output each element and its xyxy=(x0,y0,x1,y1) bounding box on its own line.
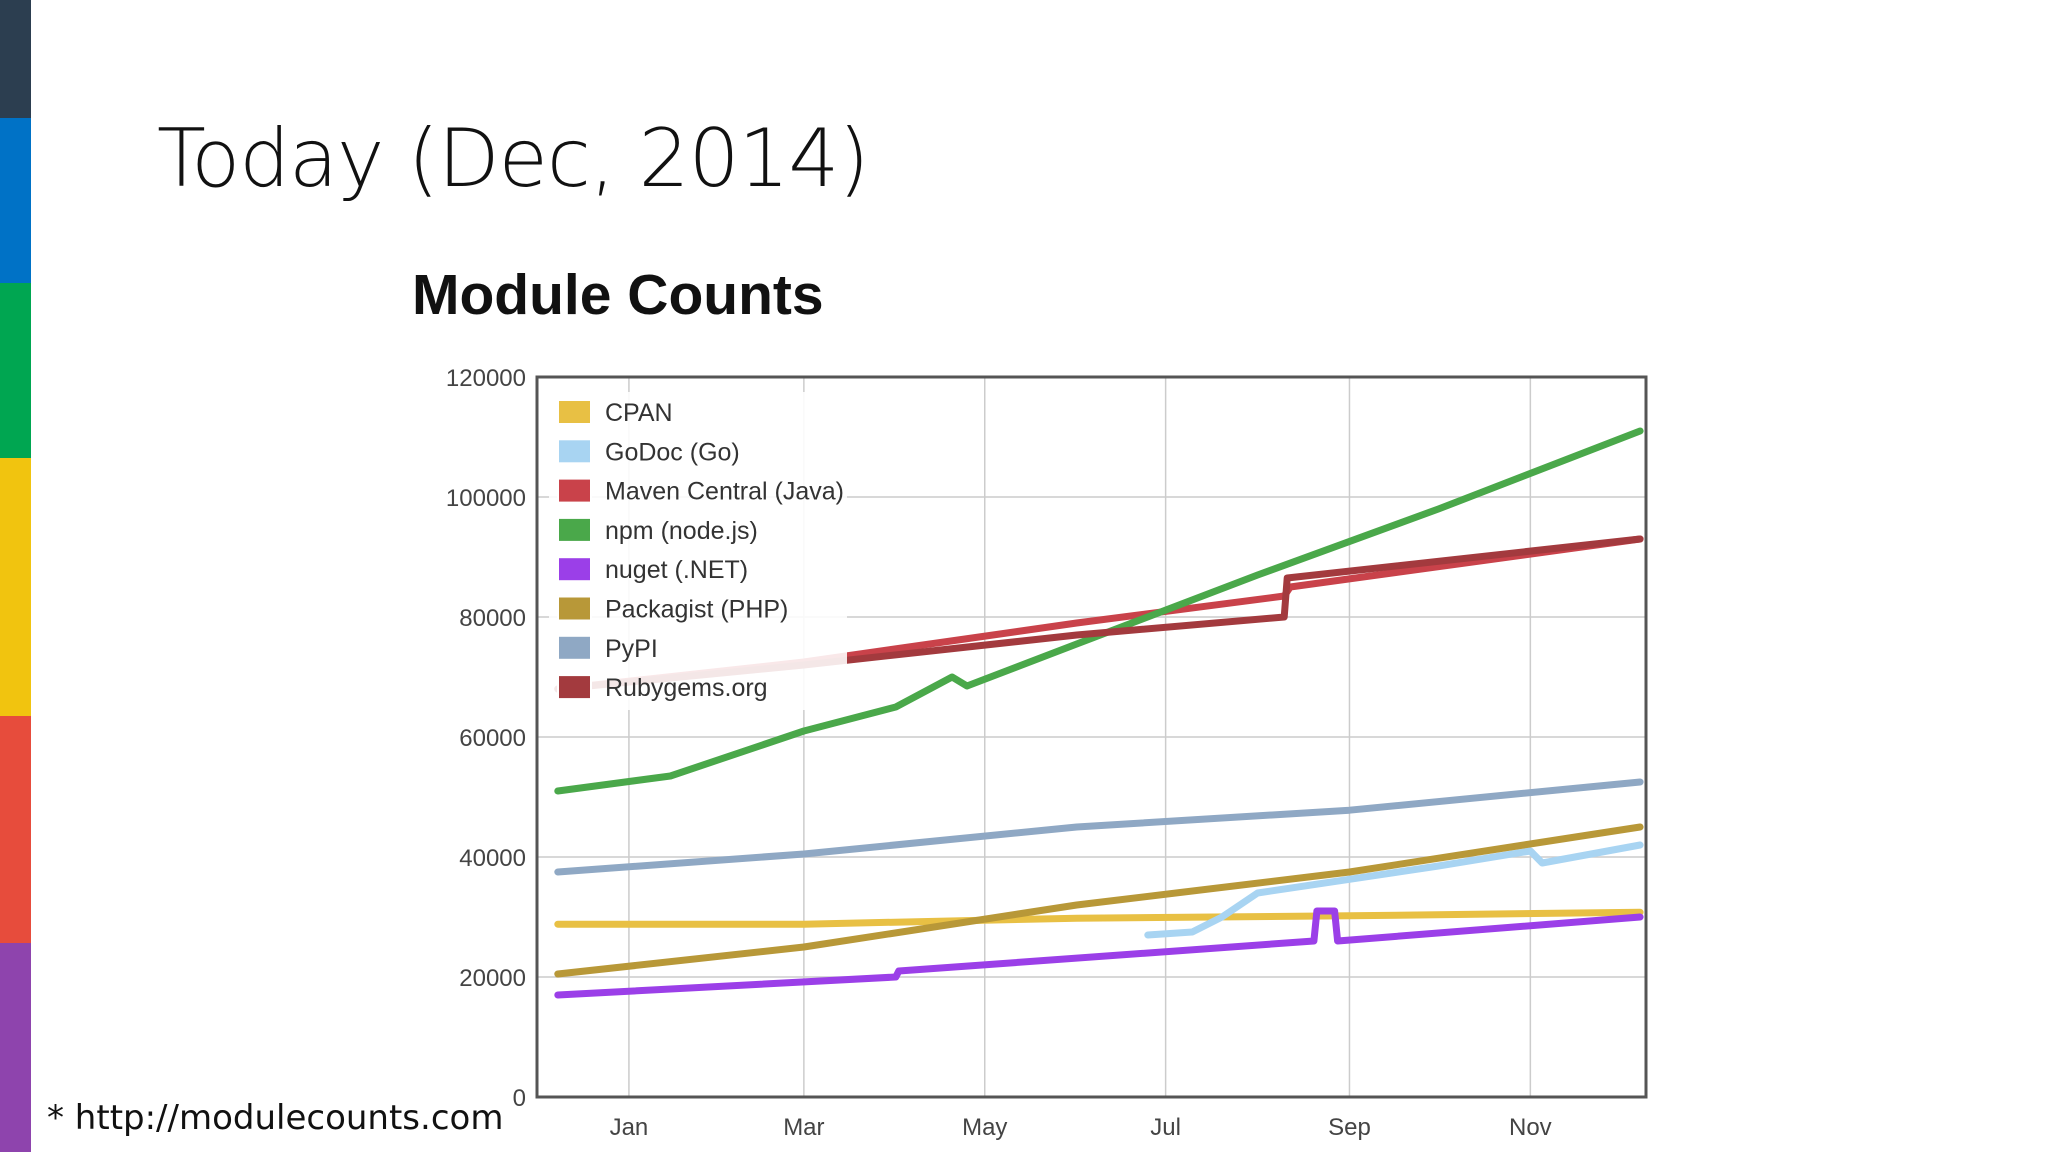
series-line-godoc-go xyxy=(1144,841,1644,939)
legend-label: Packagist (PHP) xyxy=(605,596,788,624)
x-tick-label: Jul xyxy=(1150,1114,1181,1141)
series-line-pypi xyxy=(554,778,1644,876)
legend-item: Maven Central (Java) xyxy=(557,477,844,506)
legend-item: GoDoc (Go) xyxy=(557,438,740,466)
legend-label: GoDoc (Go) xyxy=(605,438,740,466)
series-line-npm-node-js xyxy=(554,427,1644,795)
legend-item: npm (node.js) xyxy=(557,516,758,545)
legend-label: CPAN xyxy=(605,399,673,427)
y-tick-label: 40000 xyxy=(459,845,526,872)
y-tick-label: 80000 xyxy=(459,605,526,632)
legend-swatch xyxy=(557,556,592,583)
accent-stripe xyxy=(0,283,31,458)
legend-swatch xyxy=(557,438,592,465)
legend: CPAN GoDoc (Go) Maven Central (Java) npm (n… xyxy=(549,392,847,710)
y-tick-label: 20000 xyxy=(459,965,526,992)
legend-background xyxy=(549,392,847,710)
accent-stripes xyxy=(0,0,31,1152)
legend-label: Maven Central (Java) xyxy=(605,478,844,506)
slide-title: Today (Dec, 2014) xyxy=(157,112,869,205)
chart-title: Module Counts xyxy=(412,263,824,327)
legend-swatch xyxy=(557,516,592,543)
legend-item: nuget (.NET) xyxy=(557,556,748,584)
accent-stripe xyxy=(0,943,31,1152)
y-tick-label: 100000 xyxy=(446,485,526,512)
x-tick-label: Sep xyxy=(1328,1114,1371,1141)
y-tick-label: 0 xyxy=(513,1085,526,1112)
x-tick-label: Jan xyxy=(610,1114,649,1141)
series-line-cpan xyxy=(554,908,1644,928)
legend-swatch xyxy=(557,399,592,425)
legend-item: PyPI xyxy=(557,634,658,663)
accent-stripe xyxy=(0,118,31,283)
series-line-nuget-net xyxy=(554,907,1644,999)
x-tick-label: May xyxy=(962,1114,1007,1141)
accent-stripe xyxy=(0,716,31,943)
legend-label: PyPI xyxy=(605,635,658,663)
y-tick-label: 120000 xyxy=(446,365,526,392)
legend-swatch xyxy=(557,595,592,622)
source-note: * http://modulecounts.com xyxy=(47,1098,504,1138)
y-axis: 0 20000 40000 60000 80000 100000 120000 xyxy=(446,365,526,1112)
legend-label: Rubygems.org xyxy=(605,674,768,702)
series-layer xyxy=(554,427,1644,999)
x-tick-label: Mar xyxy=(783,1114,824,1141)
legend-swatch xyxy=(557,634,592,661)
legend-item: Rubygems.org xyxy=(557,674,768,702)
legend-item: Packagist (PHP) xyxy=(557,595,788,624)
x-tick-label: Nov xyxy=(1509,1114,1552,1141)
x-axis: Jan Mar May Jul Sep Nov xyxy=(610,1114,1552,1141)
legend-label: nuget (.NET) xyxy=(605,556,748,584)
legend-swatch xyxy=(557,674,592,701)
plot-frame xyxy=(535,375,1648,1099)
legend-item: CPAN xyxy=(557,399,673,427)
legend-label: npm (node.js) xyxy=(605,517,758,545)
legend-swatch xyxy=(557,477,592,504)
y-tick-label: 60000 xyxy=(459,725,526,752)
accent-stripe xyxy=(0,0,31,118)
series-line-packagist-php xyxy=(554,823,1644,978)
accent-stripe xyxy=(0,458,31,716)
